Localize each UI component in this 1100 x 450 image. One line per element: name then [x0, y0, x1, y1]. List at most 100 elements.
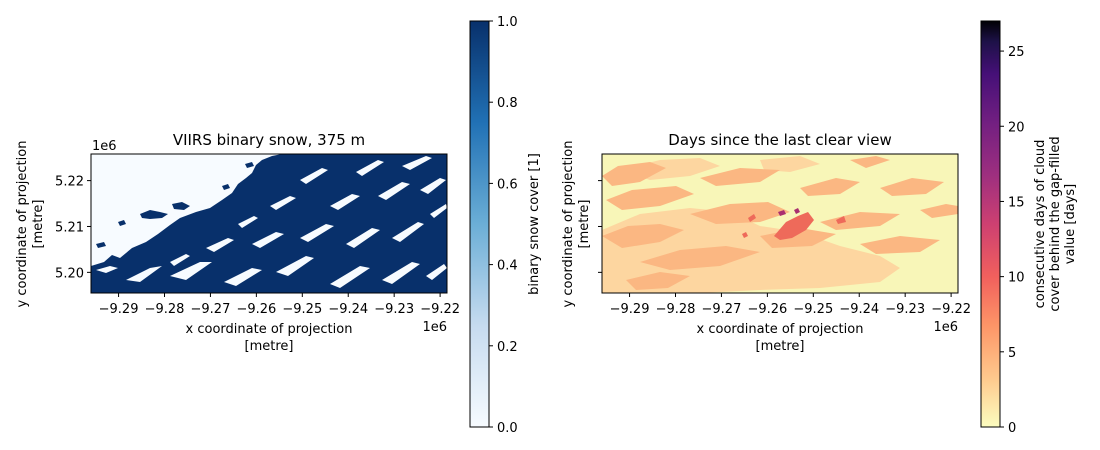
- panel-snow-title: VIIRS binary snow, 375 m: [173, 131, 365, 149]
- panel-snow-x-tick-label: −9.28: [145, 302, 185, 317]
- snow-free-patch: [330, 194, 360, 210]
- panel-days-x-tick-label: −9.25: [793, 302, 833, 317]
- panel-days-y-label-unit: [metre]: [577, 200, 592, 249]
- colorbar-days-gradient: [980, 20, 1001, 428]
- colorbar-snow-tick-label: 0.8: [497, 96, 518, 111]
- panel-snow-heatmap: [91, 154, 447, 293]
- days-patch: [602, 224, 684, 248]
- colorbar-snow-tick-label: 0.6: [497, 177, 518, 192]
- snow-free-patch: [430, 204, 447, 218]
- panel-snow-x-tick-label: −9.22: [420, 302, 460, 317]
- snow-free-patch: [346, 228, 380, 248]
- days-patch: [748, 214, 756, 222]
- snow-patch: [118, 220, 126, 226]
- days-patch: [850, 156, 890, 168]
- days-patch: [778, 210, 786, 216]
- panel-snow-x-tick-label: −9.26: [236, 302, 276, 317]
- panel-snow-x-label: x coordinate of projection: [186, 322, 353, 337]
- panel-snow-y-tick-label: 5.21: [55, 220, 84, 235]
- panel-days: Days since the last clear view: [561, 131, 971, 354]
- days-mid-cells: [602, 156, 958, 290]
- snow-free-patch: [252, 232, 284, 248]
- panel-days-x-label: x coordinate of projection: [697, 322, 864, 337]
- snow-free-patch: [300, 224, 334, 242]
- panel-snow-y-ticks: 5.20 5.21 5.22: [55, 175, 91, 281]
- panel-snow-y-tick-label: 5.20: [55, 266, 84, 281]
- colorbar-snow-tick-label: 0.0: [497, 421, 518, 436]
- colorbar-days-label-line1: consecutive days of cloud: [1033, 140, 1048, 309]
- days-patch: [820, 212, 900, 230]
- panel-snow: VIIRS binary snow, 375 m: [15, 131, 460, 354]
- panel-days-y-label: y coordinate of projection: [561, 141, 576, 308]
- panel-snow-x-tick-label: −9.24: [328, 302, 368, 317]
- snow-free-patch: [330, 266, 370, 288]
- days-peak-cells: [778, 208, 800, 216]
- days-patch: [640, 246, 760, 270]
- snow-free-patch: [276, 256, 314, 276]
- snow-free-patch: [96, 266, 118, 273]
- snow-free-patch: [270, 196, 296, 210]
- panel-snow-x-tick-label: −9.27: [191, 302, 231, 317]
- colorbar-snow-tick-label: 1.0: [497, 15, 518, 30]
- colorbar-days-tick-label: 25: [1008, 45, 1025, 60]
- panel-days-x-tick-label: −9.29: [610, 302, 650, 317]
- snow-free-patch: [378, 182, 410, 200]
- panel-days-x-tick-label: −9.23: [885, 302, 925, 317]
- snow-patch: [96, 242, 106, 248]
- snow-free-patch: [382, 262, 420, 284]
- days-patch: [800, 178, 860, 196]
- panel-days-x-ticks: −9.29 −9.28 −9.27 −9.26 −9.25 −9.24 −9.23 −9.22: [610, 293, 971, 317]
- colorbar-days-label-line3: value [days]: [1063, 184, 1078, 264]
- panel-snow-y-tick-label: 5.22: [55, 175, 84, 190]
- snow-free-patch: [426, 264, 447, 280]
- panel-snow-frame: [90, 153, 448, 294]
- days-patch: [794, 208, 800, 214]
- panel-days-x-label-unit: [metre]: [756, 339, 805, 354]
- colorbar-snow-tick-label: 0.2: [497, 340, 518, 355]
- days-patch: [690, 202, 790, 224]
- snow-patch: [172, 202, 190, 210]
- days-patch: [836, 216, 846, 224]
- panel-snow-x-label-unit: [metre]: [245, 339, 294, 354]
- snow-free-patch: [356, 160, 384, 176]
- snow-patch: [222, 184, 230, 190]
- snow-free-patch: [420, 178, 446, 194]
- colorbar-snow: 0.0 0.2 0.4 0.6 0.8 1.0 binary snow cover [1]: [469, 15, 542, 436]
- panel-days-heatmap: [602, 154, 958, 293]
- snow-free-patch: [238, 216, 258, 228]
- colorbar-days-tick-label: 0: [1008, 421, 1016, 436]
- snow-patch: [140, 210, 168, 219]
- panel-snow-y-offset: 1e6: [92, 139, 117, 154]
- panel-snow-x-tick-label: −9.25: [282, 302, 322, 317]
- snow-free-patch: [170, 254, 190, 266]
- panel-snow-x-ticks: −9.29 −9.28 −9.27 −9.26 −9.25 −9.24 −9.23 −9.22: [99, 293, 460, 317]
- colorbar-days-tick-label: 20: [1008, 120, 1025, 135]
- days-patch: [880, 178, 944, 196]
- snow-free-patch: [402, 156, 432, 170]
- colorbar-days-tick-label: 5: [1008, 346, 1016, 361]
- days-patch: [606, 186, 694, 210]
- days-patch: [920, 204, 958, 218]
- colorbar-days-tick-label: 10: [1008, 271, 1025, 286]
- panel-days-title: Days since the last clear view: [668, 131, 891, 149]
- days-patch: [760, 156, 820, 172]
- snow-patch: [245, 162, 254, 168]
- snow-free-patch: [170, 262, 212, 280]
- panel-days-x-offset: 1e6: [933, 320, 958, 335]
- colorbar-snow-tick-label: 0.4: [497, 259, 518, 274]
- panel-snow-x-tick-label: −9.29: [99, 302, 139, 317]
- days-patch: [626, 272, 690, 290]
- snow-free-patch: [392, 222, 424, 242]
- days-patch: [700, 168, 780, 186]
- colorbar-snow-gradient: [469, 20, 490, 428]
- colorbar-days-tick-label: 15: [1008, 195, 1025, 210]
- snow-free-patch: [300, 168, 328, 184]
- colorbar-snow-ticks: 0.0 0.2 0.4 0.6 0.8 1.0: [489, 15, 518, 436]
- colorbar-snow-label: binary snow cover [1]: [527, 153, 542, 295]
- days-patch: [774, 212, 814, 240]
- snow-free-patch: [206, 238, 234, 252]
- panel-days-x-tick-label: −9.22: [931, 302, 971, 317]
- panel-snow-y-label: y coordinate of projection: [15, 141, 30, 308]
- panel-days-frame: [601, 153, 959, 294]
